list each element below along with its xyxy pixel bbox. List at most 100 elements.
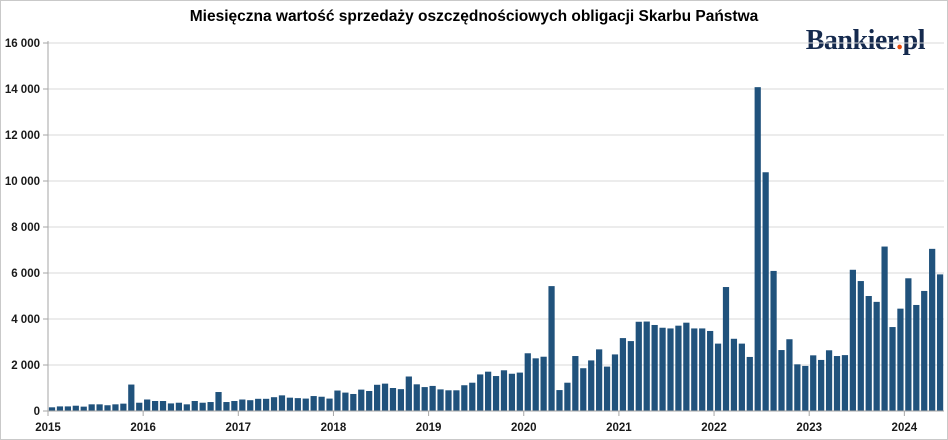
bar xyxy=(381,383,389,411)
logo-text: Bankier xyxy=(805,25,897,56)
bar xyxy=(905,278,912,411)
bar xyxy=(738,343,745,411)
y-tick-label: 8 000 xyxy=(11,222,40,234)
bar xyxy=(310,396,317,411)
bar xyxy=(611,354,619,411)
bar xyxy=(516,372,523,411)
x-tick-label: 2022 xyxy=(701,422,727,434)
bar xyxy=(183,404,190,411)
bar xyxy=(707,330,714,411)
y-tick-label: 2 000 xyxy=(11,360,40,372)
bar xyxy=(508,373,516,411)
bar xyxy=(730,338,738,411)
bar xyxy=(191,401,198,411)
bar xyxy=(151,401,159,411)
bar xyxy=(667,328,674,411)
bar xyxy=(588,360,595,411)
y-tick-label: 14 000 xyxy=(5,84,40,96)
bar xyxy=(286,397,294,411)
bar xyxy=(635,321,642,411)
bar xyxy=(580,368,587,411)
bar xyxy=(112,404,119,411)
bar xyxy=(936,274,944,411)
bar xyxy=(810,355,817,411)
bar xyxy=(714,343,722,411)
bar xyxy=(841,355,849,411)
bar xyxy=(334,390,341,411)
y-tick-label: 0 xyxy=(34,406,40,418)
bar xyxy=(56,406,64,411)
bar xyxy=(239,399,246,411)
bar xyxy=(596,349,603,411)
bar xyxy=(231,401,238,411)
x-tick-label: 2021 xyxy=(606,422,632,434)
bar xyxy=(683,322,690,411)
bar xyxy=(270,397,278,411)
bar xyxy=(397,389,405,411)
bar xyxy=(492,376,500,411)
bar xyxy=(80,406,87,411)
bar xyxy=(603,366,611,411)
bar xyxy=(88,404,95,411)
logo-dot-icon: . xyxy=(896,25,903,56)
bar xyxy=(873,301,880,411)
bar xyxy=(865,296,872,411)
bar xyxy=(778,350,785,411)
bar xyxy=(262,398,270,411)
bar xyxy=(572,356,579,411)
bar xyxy=(627,341,634,411)
bar xyxy=(96,404,103,411)
bar xyxy=(564,382,571,411)
bar xyxy=(469,382,476,411)
bar xyxy=(64,406,71,411)
x-tick-label: 2023 xyxy=(796,422,822,434)
bar xyxy=(421,387,428,411)
bar xyxy=(540,356,547,411)
bar xyxy=(128,384,135,411)
bar xyxy=(159,401,167,411)
bar xyxy=(849,269,856,411)
bar xyxy=(556,390,563,411)
bar xyxy=(794,364,801,411)
bar xyxy=(445,390,452,411)
bar xyxy=(215,392,222,411)
bar xyxy=(175,402,182,411)
bar xyxy=(366,390,373,411)
bar xyxy=(762,172,769,411)
bar xyxy=(294,398,301,411)
bar xyxy=(278,395,286,411)
bar xyxy=(167,403,175,411)
x-tick-label: 2017 xyxy=(226,422,252,434)
bar xyxy=(659,327,666,411)
bar xyxy=(802,365,809,411)
bar xyxy=(207,402,214,411)
logo-tld: pl xyxy=(902,25,926,56)
bar xyxy=(675,325,682,411)
bar xyxy=(477,374,484,411)
bar xyxy=(199,402,206,411)
y-tick-label: 10 000 xyxy=(5,176,40,188)
bar xyxy=(921,290,928,411)
bar xyxy=(72,405,79,411)
bar xyxy=(342,392,349,411)
bar xyxy=(223,402,230,411)
bar xyxy=(302,398,309,411)
bar xyxy=(350,393,357,411)
bar xyxy=(429,385,436,411)
bar xyxy=(833,356,841,411)
bar xyxy=(374,384,381,411)
bar xyxy=(104,405,111,411)
bar xyxy=(746,356,753,411)
x-tick-label: 2020 xyxy=(511,422,537,434)
x-tick-label: 2019 xyxy=(416,422,442,434)
x-tick-label: 2016 xyxy=(130,422,156,434)
bar xyxy=(825,350,833,411)
bar xyxy=(913,304,920,411)
bankier-logo: Bankier.pl xyxy=(805,25,926,57)
chart-title: Miesięczna wartość sprzedaży oszczędnośc… xyxy=(189,8,759,25)
bar xyxy=(889,327,896,411)
bar xyxy=(255,398,262,411)
x-tick-label: 2015 xyxy=(35,422,61,434)
